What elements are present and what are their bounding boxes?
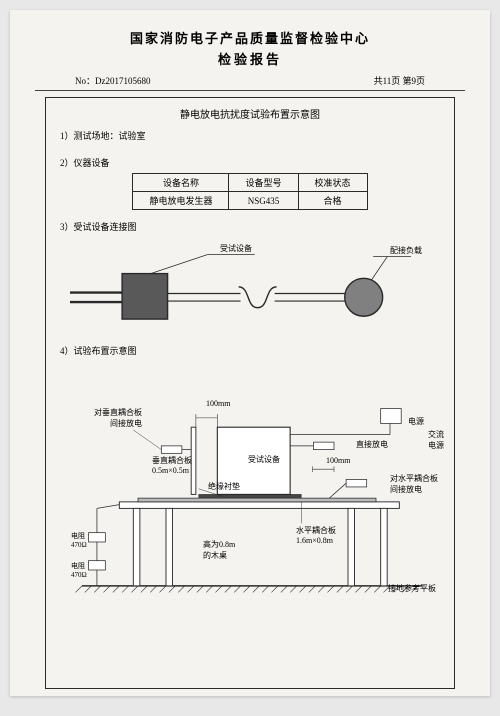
table-label: 高为0.8m 的木桌 <box>203 539 235 561</box>
power-label: 电源 <box>408 416 424 427</box>
td-status: 合格 <box>298 192 367 210</box>
content-frame: 静电放电抗扰度试验布置示意图 1）测试场地：试验室 2）仪器设备 设备名称 设备… <box>45 97 455 689</box>
td-model: NSG435 <box>229 192 298 210</box>
report-no: No：Dz2017105680 <box>75 74 151 87</box>
insul-label: 绝缘衬垫 <box>208 481 240 492</box>
hcp-indirect-label: 对水平耦合板 间接放电 <box>390 473 438 495</box>
th-status: 校准状态 <box>298 174 367 192</box>
dim-100-1: 100mm <box>206 399 230 408</box>
load-label: 配接负载 <box>390 245 422 256</box>
setup-diagram: 对垂直耦合板 间接放电 垂直耦合板 0.5m×0.5m 100mm 受试设备 直… <box>68 361 432 611</box>
section-1: 1）测试场地：试验室 <box>46 127 454 144</box>
vcp-indirect-label: 对垂直耦合板 间接放电 <box>94 407 142 429</box>
section-3: 3）受试设备连接图 <box>46 218 454 342</box>
org-title: 国家消防电子产品质量监督检验中心 <box>10 10 490 47</box>
page-number: 共11页 第9页 <box>374 74 425 87</box>
vcp-label: 垂直耦合板 0.5m×0.5m <box>152 455 192 475</box>
equipment-table: 设备名称 设备型号 校准状态 静电放电发生器 NSG435 合格 <box>132 173 367 210</box>
hcp-label: 水平耦合板 1.6m×0.8m <box>296 525 336 545</box>
ac-label: 交流 电源 <box>428 429 444 451</box>
doc-title: 检验报告 <box>10 49 490 68</box>
connection-diagram: 受试设备 配接负载 <box>70 237 430 332</box>
direct-label: 直接放电 <box>356 439 388 450</box>
r2-label: 电阻 470Ω <box>71 561 87 579</box>
ground-label: 接地参考平板 <box>388 583 436 594</box>
r1-label: 电阻 470Ω <box>71 531 87 549</box>
eut-label: 受试设备 <box>220 243 252 254</box>
section-4: 4）试验布置示意图 <box>46 342 454 613</box>
th-model: 设备型号 <box>229 174 298 192</box>
eut-label-2: 受试设备 <box>248 454 280 465</box>
th-name: 设备名称 <box>133 174 229 192</box>
dim-100-2: 100mm <box>326 456 350 465</box>
frame-title: 静电放电抗扰度试验布置示意图 <box>46 98 454 127</box>
section-2: 2）仪器设备 设备名称 设备型号 校准状态 静电放电发生器 NSG435 合格 <box>46 154 454 218</box>
td-name: 静电放电发生器 <box>133 192 229 210</box>
